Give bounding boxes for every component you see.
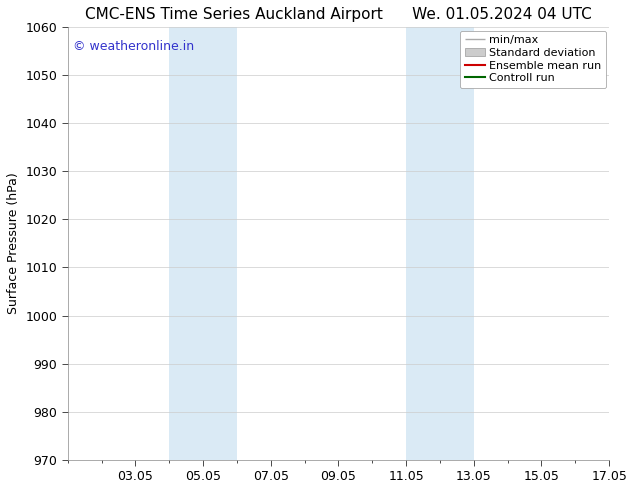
Title: CMC-ENS Time Series Auckland Airport      We. 01.05.2024 04 UTC: CMC-ENS Time Series Auckland Airport We.…: [85, 7, 592, 22]
Text: © weatheronline.in: © weatheronline.in: [73, 40, 195, 53]
Legend: min/max, Standard deviation, Ensemble mean run, Controll run: min/max, Standard deviation, Ensemble me…: [460, 30, 605, 88]
Bar: [169, 27, 237, 460]
Y-axis label: Surface Pressure (hPa): Surface Pressure (hPa): [7, 172, 20, 314]
Bar: [406, 27, 474, 460]
